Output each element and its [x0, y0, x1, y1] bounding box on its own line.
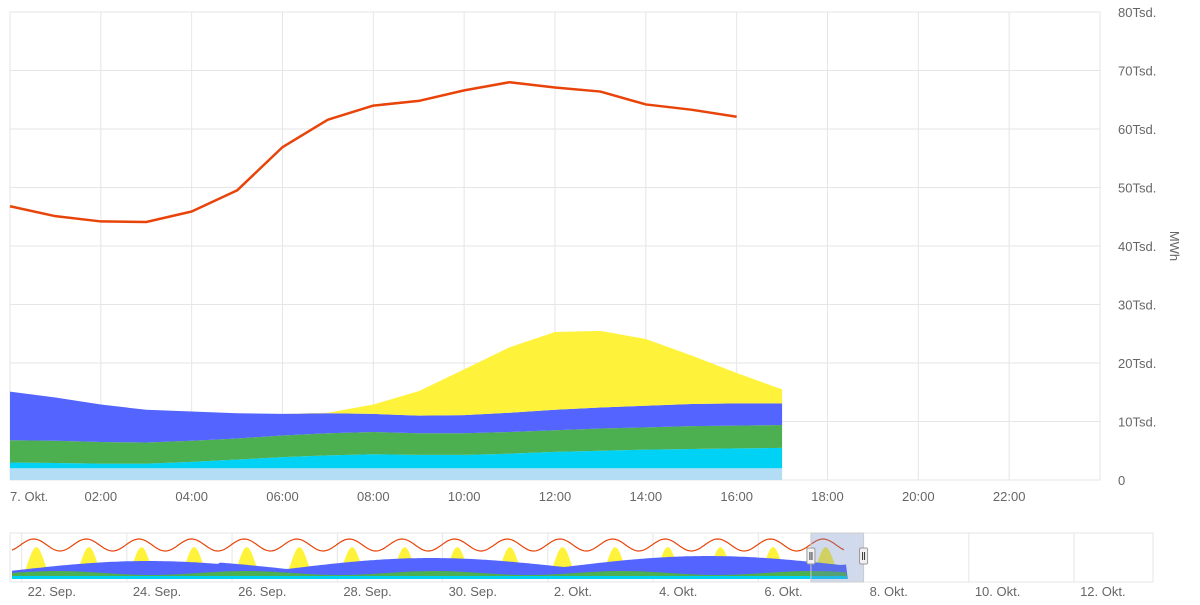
- y-tick-label: 50Tsd.: [1118, 181, 1156, 196]
- y-axis-ticks: 0 10Tsd. 20Tsd. 30Tsd. 40Tsd. 50Tsd. 60Tsd. 70T…: [1118, 5, 1156, 488]
- y-axis-title: MWh: [1167, 231, 1182, 261]
- main-plot-areas: [10, 330, 783, 480]
- y-tick-label: 80Tsd.: [1118, 5, 1156, 20]
- area-series-1: [10, 468, 783, 480]
- x-tick-label: 7. Okt.: [10, 489, 48, 504]
- area-series-4: [10, 391, 783, 443]
- y-tick-label: 60Tsd.: [1118, 122, 1156, 137]
- x-tick-label: 16:00: [720, 489, 753, 504]
- navigator-right-handle[interactable]: [859, 547, 869, 565]
- area-series-5: [10, 330, 783, 416]
- navigator-tick-label: 4. Okt.: [659, 584, 697, 599]
- x-tick-label: 14:00: [630, 489, 663, 504]
- y-tick-label: 0: [1118, 473, 1125, 488]
- area-series-3: [10, 425, 783, 464]
- navigator-x-ticks: 22. Sep. 24. Sep. 26. Sep. 28. Sep. 30. Sep.…: [28, 584, 1126, 599]
- x-tick-label: 10:00: [448, 489, 481, 504]
- x-tick-label: 02:00: [85, 489, 118, 504]
- x-tick-label: 06:00: [266, 489, 299, 504]
- x-axis-ticks: 7. Okt. 02:00 04:00 06:00 08:00 10:00 12:00 14:…: [10, 489, 1025, 504]
- navigator-selected-range[interactable]: [810, 532, 865, 583]
- y-tick-label: 40Tsd.: [1118, 239, 1156, 254]
- navigator-tick-label: 2. Okt.: [554, 584, 592, 599]
- x-tick-label: 20:00: [902, 489, 935, 504]
- x-tick-label: 18:00: [811, 489, 844, 504]
- navigator-tick-label: 8. Okt.: [870, 584, 908, 599]
- navigator-selection[interactable]: [806, 532, 869, 583]
- y-tick-label: 70Tsd.: [1118, 64, 1156, 79]
- navigator[interactable]: 22. Sep. 24. Sep. 26. Sep. 28. Sep. 30. Sep.…: [9, 532, 1154, 599]
- y-tick-label: 10Tsd.: [1118, 415, 1156, 430]
- navigator-tick-label: 12. Okt.: [1080, 584, 1126, 599]
- area-series-2: [10, 447, 783, 469]
- y-tick-label: 20Tsd.: [1118, 356, 1156, 371]
- navigator-tick-label: 6. Okt.: [764, 584, 802, 599]
- x-tick-label: 08:00: [357, 489, 390, 504]
- navigator-consumption-line: [11, 538, 845, 552]
- navigator-tick-label: 10. Okt.: [975, 584, 1021, 599]
- main-plot-lines: [9, 80, 737, 224]
- navigator-tick-label: 30. Sep.: [449, 584, 497, 599]
- navigator-tick-label: 24. Sep.: [133, 584, 181, 599]
- line-series-1: [9, 80, 737, 224]
- navigator-cyan-area: [12, 576, 848, 579]
- x-tick-label: 04:00: [175, 489, 208, 504]
- y-tick-label: 30Tsd.: [1118, 298, 1156, 313]
- navigator-left-handle[interactable]: [806, 547, 816, 565]
- x-tick-label: 12:00: [539, 489, 572, 504]
- x-tick-label: 22:00: [993, 489, 1026, 504]
- navigator-tick-label: 22. Sep.: [28, 584, 76, 599]
- navigator-series: [11, 538, 848, 579]
- navigator-tick-label: 26. Sep.: [238, 584, 286, 599]
- navigator-tick-label: 28. Sep.: [343, 584, 391, 599]
